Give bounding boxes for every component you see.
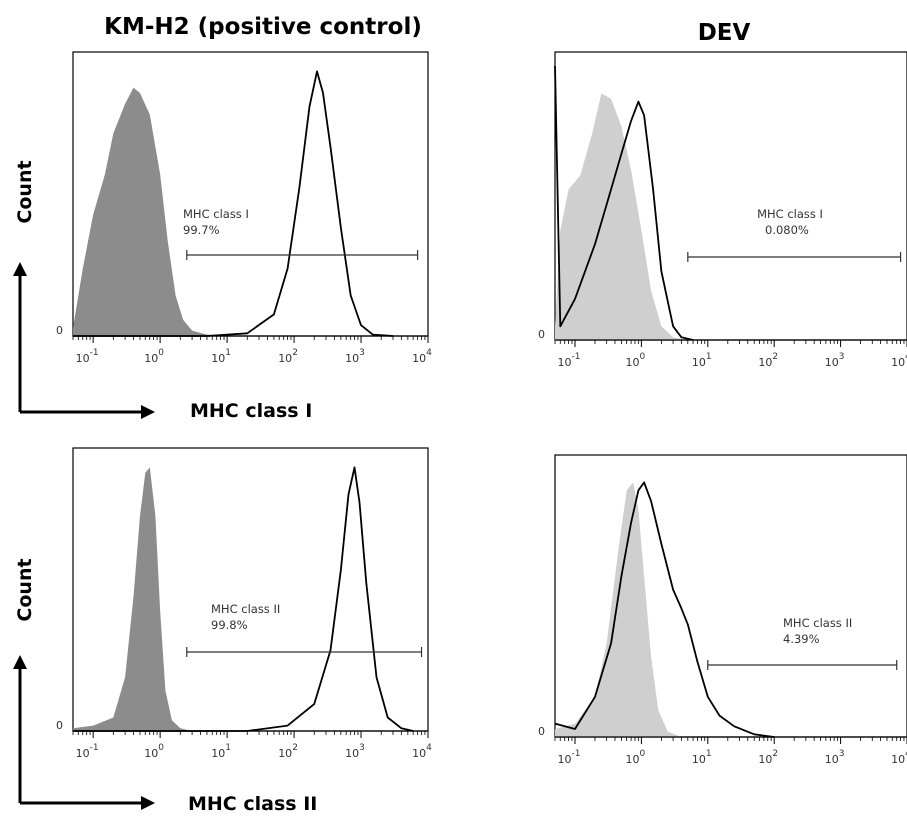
x-tick-label: 10-1: [76, 743, 99, 760]
x-tick-label: 101: [211, 348, 231, 365]
x-tick-label: 10-1: [557, 749, 580, 766]
x-tick-label: 101: [692, 749, 712, 766]
stained-histogram: [554, 65, 694, 341]
gate-percent: 4.39%: [783, 632, 820, 646]
gate-percent: 99.8%: [211, 618, 248, 632]
x-tick-label: 10-1: [76, 348, 99, 365]
isotype-histogram: [73, 87, 228, 336]
gate-name: MHC class I: [183, 207, 249, 221]
stained-histogram: [73, 466, 414, 732]
row-1-xlabel: MHC class I: [190, 400, 312, 422]
x-tick-label: 102: [278, 348, 298, 365]
column-title-left: KM-H2 (positive control): [104, 14, 422, 40]
histogram-panel-1: 0 10-1 100 101 102 103 104 MHC class I 99.7%: [56, 51, 432, 365]
x-tick-label: 100: [144, 348, 164, 365]
histogram-panel-4: 0 10-1 100 101 102 103 104 MHC class II 4.39%: [538, 454, 907, 766]
x-tick-label: 102: [758, 749, 778, 766]
gate-percent: 99.7%: [183, 223, 220, 237]
y-zero-label: 0: [538, 328, 545, 341]
x-tick-label: 104: [891, 352, 907, 369]
x-tick-label: 102: [758, 352, 778, 369]
x-tick-label: 104: [412, 348, 432, 365]
row-1-ylabel: Count: [14, 160, 36, 223]
histogram-panel-3: 0 10-1 100 101 102 103 104 MHC class II 99.8%: [56, 447, 432, 760]
y-zero-label: 0: [538, 725, 545, 738]
x-tick-label: 100: [626, 749, 646, 766]
stained-histogram: [554, 481, 775, 738]
x-tick-label: 102: [278, 743, 298, 760]
y-zero-label: 0: [56, 719, 63, 732]
y-zero-label: 0: [56, 324, 63, 337]
row-2-ylabel: Count: [14, 558, 36, 621]
gate-percent: 0.080%: [765, 223, 809, 237]
x-tick-label: 104: [891, 749, 907, 766]
x-tick-label: 104: [412, 743, 432, 760]
x-tick-label: 100: [626, 352, 646, 369]
gate-name: MHC class II: [211, 602, 280, 616]
x-tick-label: 103: [345, 348, 365, 365]
isotype-histogram: [73, 467, 193, 731]
gate-name: MHC class I: [757, 207, 823, 221]
x-tick-label: 103: [345, 743, 365, 760]
isotype-histogram: [555, 93, 688, 341]
x-tick-label: 101: [211, 743, 231, 760]
row-2-xlabel: MHC class II: [188, 793, 317, 815]
column-title-right: DEV: [698, 20, 751, 46]
gate-name: MHC class II: [783, 616, 852, 630]
x-tick-label: 100: [144, 743, 164, 760]
x-tick-label: 10-1: [557, 352, 580, 369]
stained-histogram: [73, 70, 394, 337]
x-tick-label: 103: [825, 352, 845, 369]
x-tick-label: 101: [692, 352, 712, 369]
histogram-panel-2: 0 10-1 100 101 102 103 104 MHC class I 0.080%: [538, 51, 907, 369]
row-1-axis-arrows: [13, 262, 155, 419]
x-tick-label: 103: [825, 749, 845, 766]
isotype-histogram: [555, 482, 682, 737]
row-2-axis-arrows: [13, 655, 155, 810]
